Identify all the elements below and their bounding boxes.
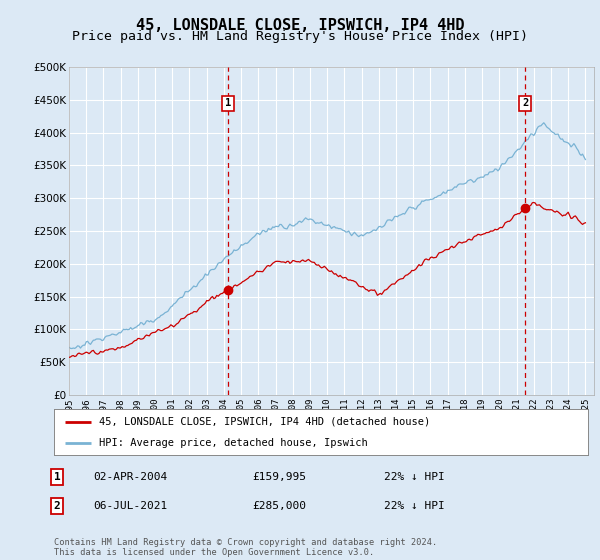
Text: 02-APR-2004: 02-APR-2004 [93, 472, 167, 482]
Text: 22% ↓ HPI: 22% ↓ HPI [384, 501, 445, 511]
Text: £159,995: £159,995 [252, 472, 306, 482]
Text: 45, LONSDALE CLOSE, IPSWICH, IP4 4HD: 45, LONSDALE CLOSE, IPSWICH, IP4 4HD [136, 18, 464, 33]
Text: 2: 2 [53, 501, 61, 511]
Text: 2: 2 [522, 98, 528, 108]
Text: 1: 1 [225, 98, 232, 108]
Text: 22% ↓ HPI: 22% ↓ HPI [384, 472, 445, 482]
Text: 45, LONSDALE CLOSE, IPSWICH, IP4 4HD (detached house): 45, LONSDALE CLOSE, IPSWICH, IP4 4HD (de… [100, 417, 431, 427]
Text: HPI: Average price, detached house, Ipswich: HPI: Average price, detached house, Ipsw… [100, 438, 368, 448]
Text: Contains HM Land Registry data © Crown copyright and database right 2024.
This d: Contains HM Land Registry data © Crown c… [54, 538, 437, 557]
Text: Price paid vs. HM Land Registry's House Price Index (HPI): Price paid vs. HM Land Registry's House … [72, 30, 528, 43]
Text: 1: 1 [53, 472, 61, 482]
Text: 06-JUL-2021: 06-JUL-2021 [93, 501, 167, 511]
Text: £285,000: £285,000 [252, 501, 306, 511]
